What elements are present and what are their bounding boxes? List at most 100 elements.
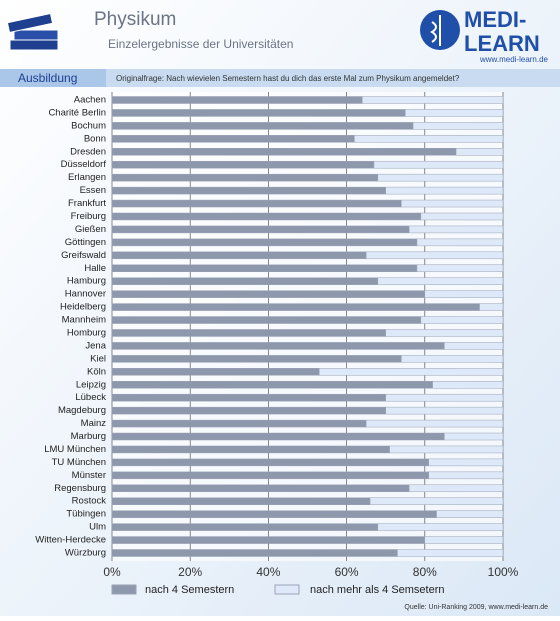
bar-segment	[111, 290, 426, 298]
bar-segment	[408, 484, 504, 493]
logo-text: MEDI-	[464, 7, 526, 32]
bar-segment	[111, 109, 406, 117]
section-tab	[0, 69, 106, 87]
bar-segment	[111, 471, 429, 480]
bar-segment	[111, 199, 402, 208]
y-tick-label: Leipzig	[76, 379, 106, 390]
bar-segment	[385, 393, 504, 402]
bar-segment	[369, 497, 504, 505]
y-tick-label: Freiburg	[71, 211, 106, 222]
bar-segment	[111, 445, 390, 454]
bar-segment	[420, 316, 504, 324]
x-tick-label: 20%	[178, 565, 202, 579]
bar-segment	[397, 549, 504, 557]
bar-segment	[111, 342, 445, 350]
bar-segment	[432, 380, 504, 389]
x-tick-label: 60%	[335, 565, 359, 579]
bar-segment	[361, 96, 504, 104]
y-tick-label: Marburg	[71, 431, 106, 442]
y-tick-label: Bonn	[84, 133, 106, 144]
logo-text: LEARN	[464, 31, 540, 56]
bar-segment	[111, 484, 410, 493]
bar-segment	[424, 290, 504, 298]
legend-swatch	[274, 584, 300, 595]
bar-segment	[385, 329, 504, 337]
bar-segment	[111, 419, 367, 428]
bar-segment	[111, 406, 386, 415]
bar-segment	[365, 419, 504, 428]
x-tick-label: 40%	[256, 565, 280, 579]
bar-segment	[455, 148, 504, 156]
bar-segment	[111, 355, 402, 363]
y-tick-label: Münster	[72, 470, 106, 481]
plot-area	[112, 92, 503, 561]
bar-segment	[111, 148, 457, 156]
y-tick-label: Lübeck	[75, 392, 106, 403]
legend-label: nach 4 Semestern	[145, 584, 234, 596]
y-tick-label: Rostock	[72, 496, 107, 507]
y-tick-label: Würzburg	[65, 548, 106, 559]
chart-question: Originalfrage: Nach wievielen Semestern …	[116, 74, 460, 83]
section-label: Ausbildung	[18, 71, 77, 85]
bar-segment	[111, 393, 386, 402]
y-tick-label: Ulm	[89, 522, 106, 533]
bar-segment	[377, 173, 504, 182]
legend-label: nach mehr als 4 Semsetern	[310, 584, 445, 596]
bar-segment	[111, 497, 371, 505]
source: Quelle: Uni-Ranking 2009, www.medi-learn…	[404, 604, 548, 611]
y-tick-label: LMU München	[44, 444, 106, 455]
y-tick-label: Regensburg	[54, 483, 106, 494]
bar-segment	[111, 277, 379, 285]
y-tick-label: Erlangen	[68, 172, 106, 183]
y-tick-label: Hamburg	[67, 276, 106, 287]
bar-segment	[377, 523, 504, 531]
legend-swatch	[111, 584, 137, 595]
bar-segment	[111, 264, 418, 273]
bar-segment	[428, 458, 504, 467]
bar-segment	[111, 186, 386, 195]
bar-segment	[479, 303, 504, 311]
bar-segment	[412, 122, 504, 130]
bar-segment	[354, 135, 504, 143]
logo-url: www.medi-learn.de	[479, 55, 549, 64]
y-tick-label: Aachen	[74, 95, 106, 106]
bar-segment	[318, 368, 504, 376]
y-tick-label: Mainz	[81, 418, 107, 429]
x-tick-label: 0%	[103, 565, 121, 579]
bar-segment	[401, 355, 504, 363]
y-tick-label: Heidelberg	[60, 302, 106, 313]
y-tick-label: Köln	[87, 366, 106, 377]
bar-segment	[377, 277, 504, 285]
y-tick-label: Essen	[80, 185, 106, 196]
section-band	[0, 69, 560, 87]
bar-segment	[111, 225, 410, 234]
bar-segment	[111, 549, 398, 557]
logo-symbol	[430, 15, 441, 46]
x-tick-label: 80%	[413, 565, 437, 579]
y-tick-label: Halle	[84, 263, 106, 274]
y-tick-label: Hannover	[65, 289, 106, 300]
bar-segment	[111, 523, 379, 531]
bar-segment	[389, 445, 504, 454]
bar-segment	[373, 160, 504, 169]
bar-segment	[416, 264, 504, 273]
bar-segment	[416, 238, 504, 247]
bar-segment	[420, 212, 504, 221]
bar-segment	[111, 536, 426, 544]
y-tick-label: Göttingen	[65, 237, 106, 248]
header-title: Physikum	[94, 9, 176, 30]
y-tick-label: Düsseldorf	[61, 159, 107, 170]
y-tick-label: Bochum	[71, 120, 106, 131]
bar-segment	[111, 329, 386, 337]
bar-segment	[385, 406, 504, 415]
bar-segment	[111, 303, 480, 311]
y-tick-label: Kiel	[90, 353, 106, 364]
y-tick-label: Tübingen	[66, 509, 106, 520]
bar-segment	[111, 122, 414, 130]
y-tick-label: Magdeburg	[58, 405, 106, 416]
y-tick-label: Frankfurt	[68, 198, 106, 209]
bar-segment	[111, 510, 437, 518]
bar-segment	[424, 536, 504, 544]
bar-segment	[401, 199, 504, 208]
